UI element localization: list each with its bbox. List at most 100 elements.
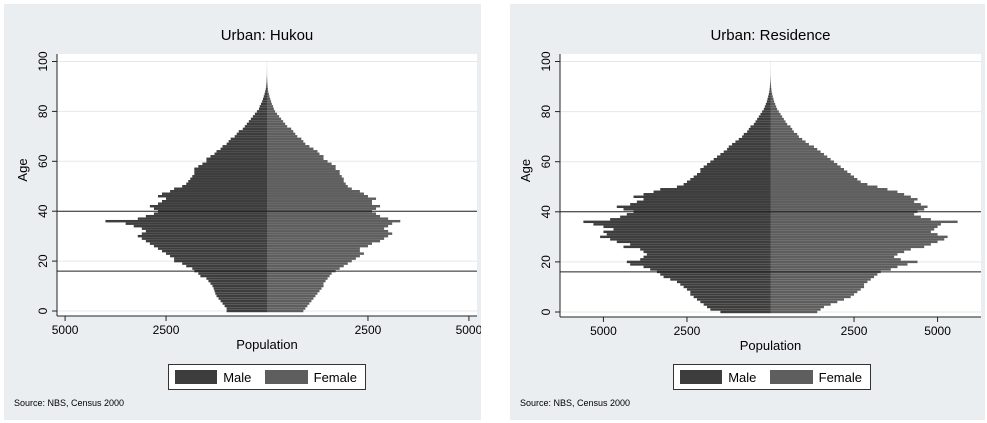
male-bar <box>248 120 267 123</box>
male-bar <box>220 147 267 151</box>
female-bar <box>770 178 858 181</box>
female-bar <box>770 248 911 251</box>
female-bar <box>770 142 809 146</box>
y-tick-label: 100 <box>36 51 50 71</box>
male-bar <box>603 230 771 234</box>
female-bar <box>770 152 824 156</box>
female-bar <box>770 268 891 271</box>
x-tick-label: 2500 <box>841 324 868 338</box>
legend-label-male: Male <box>728 369 757 385</box>
female-bar <box>770 127 793 131</box>
male-bar <box>763 107 771 111</box>
male-bar <box>696 173 771 176</box>
male-bar <box>653 190 771 193</box>
male-bar <box>246 122 267 126</box>
female-bar <box>267 284 324 288</box>
male-bar <box>149 204 267 208</box>
male-bar <box>768 95 771 98</box>
male-bar <box>710 308 771 311</box>
male-bar <box>620 215 771 219</box>
population-pyramid-residence: 0 20 40 60 80 100 5000 2500 2500 5000 Urban: Resid… <box>518 27 981 353</box>
female-bar <box>267 182 346 185</box>
male-bar <box>610 238 771 241</box>
female-bar <box>770 203 921 206</box>
female-bar <box>770 258 901 261</box>
male-bar <box>242 127 267 131</box>
male-bar <box>145 214 267 218</box>
female-bar <box>267 185 348 188</box>
male-bar <box>213 287 267 290</box>
female-bar <box>267 142 306 146</box>
legend-label-female: Female <box>818 369 862 385</box>
male-bar <box>738 137 771 141</box>
male-bar <box>202 162 267 166</box>
female-bar <box>770 228 935 231</box>
male-bar <box>769 87 771 91</box>
male-bar <box>633 195 771 198</box>
male-bar <box>174 257 267 260</box>
male-bar <box>700 300 771 304</box>
male-bar <box>747 130 771 133</box>
male-bar <box>226 307 267 310</box>
female-bar <box>770 165 841 168</box>
female-bar <box>770 238 945 241</box>
female-bar <box>770 100 775 103</box>
female-bar <box>770 310 818 314</box>
male-bar <box>210 155 267 158</box>
male-bar <box>214 289 267 293</box>
x-tick-label: 2500 <box>153 323 180 337</box>
male-bar <box>174 259 267 263</box>
male-bar <box>141 237 267 240</box>
female-bar <box>770 230 931 234</box>
female-bar <box>770 85 772 88</box>
female-bar <box>267 102 272 106</box>
male-bar <box>762 110 771 113</box>
female-bar <box>267 157 324 161</box>
female-bar <box>267 244 368 248</box>
legend-label-male: Male <box>223 369 252 385</box>
male-bar <box>646 253 771 256</box>
male-bar <box>206 277 267 280</box>
female-bar <box>267 307 306 310</box>
male-bar <box>265 87 267 91</box>
chart-panel-hukou: 0 20 40 60 80 100 5000 2500 2500 5000 Urban: Hukou… <box>4 4 481 420</box>
male-bar <box>650 268 771 271</box>
male-bar <box>216 150 267 153</box>
female-bar <box>267 115 280 118</box>
female-bar <box>267 127 292 131</box>
male-bar <box>613 228 771 231</box>
male-bar <box>707 305 771 309</box>
female-bar <box>267 152 320 156</box>
female-bar <box>770 107 778 111</box>
female-bar <box>267 297 314 300</box>
plot-area <box>57 54 477 316</box>
female-bar <box>267 247 360 250</box>
male-bar <box>728 145 771 148</box>
female-bar <box>770 140 806 143</box>
female-bar <box>267 195 368 198</box>
female-bar <box>267 197 377 200</box>
male-bar <box>636 200 771 204</box>
male-bar <box>643 193 771 196</box>
female-bar <box>267 107 274 111</box>
female-bar <box>267 279 326 283</box>
male-bar <box>690 293 771 296</box>
female-bar <box>770 117 784 121</box>
female-bar <box>267 160 328 163</box>
male-bar <box>616 205 771 209</box>
male-bar <box>623 208 771 211</box>
male-bar <box>153 207 267 210</box>
female-bar <box>770 193 905 196</box>
male-bar <box>680 283 771 286</box>
male-bar <box>723 150 771 153</box>
female-bar <box>770 213 915 216</box>
male-bar <box>220 299 267 303</box>
male-bar <box>690 290 771 294</box>
male-bar <box>707 162 771 166</box>
male-bar <box>264 92 267 96</box>
chart-title: Urban: Hukou <box>221 27 314 44</box>
x-tick-label: 5000 <box>924 324 951 338</box>
female-bar <box>770 188 888 191</box>
male-bar <box>764 105 771 108</box>
female-bar <box>770 218 931 221</box>
